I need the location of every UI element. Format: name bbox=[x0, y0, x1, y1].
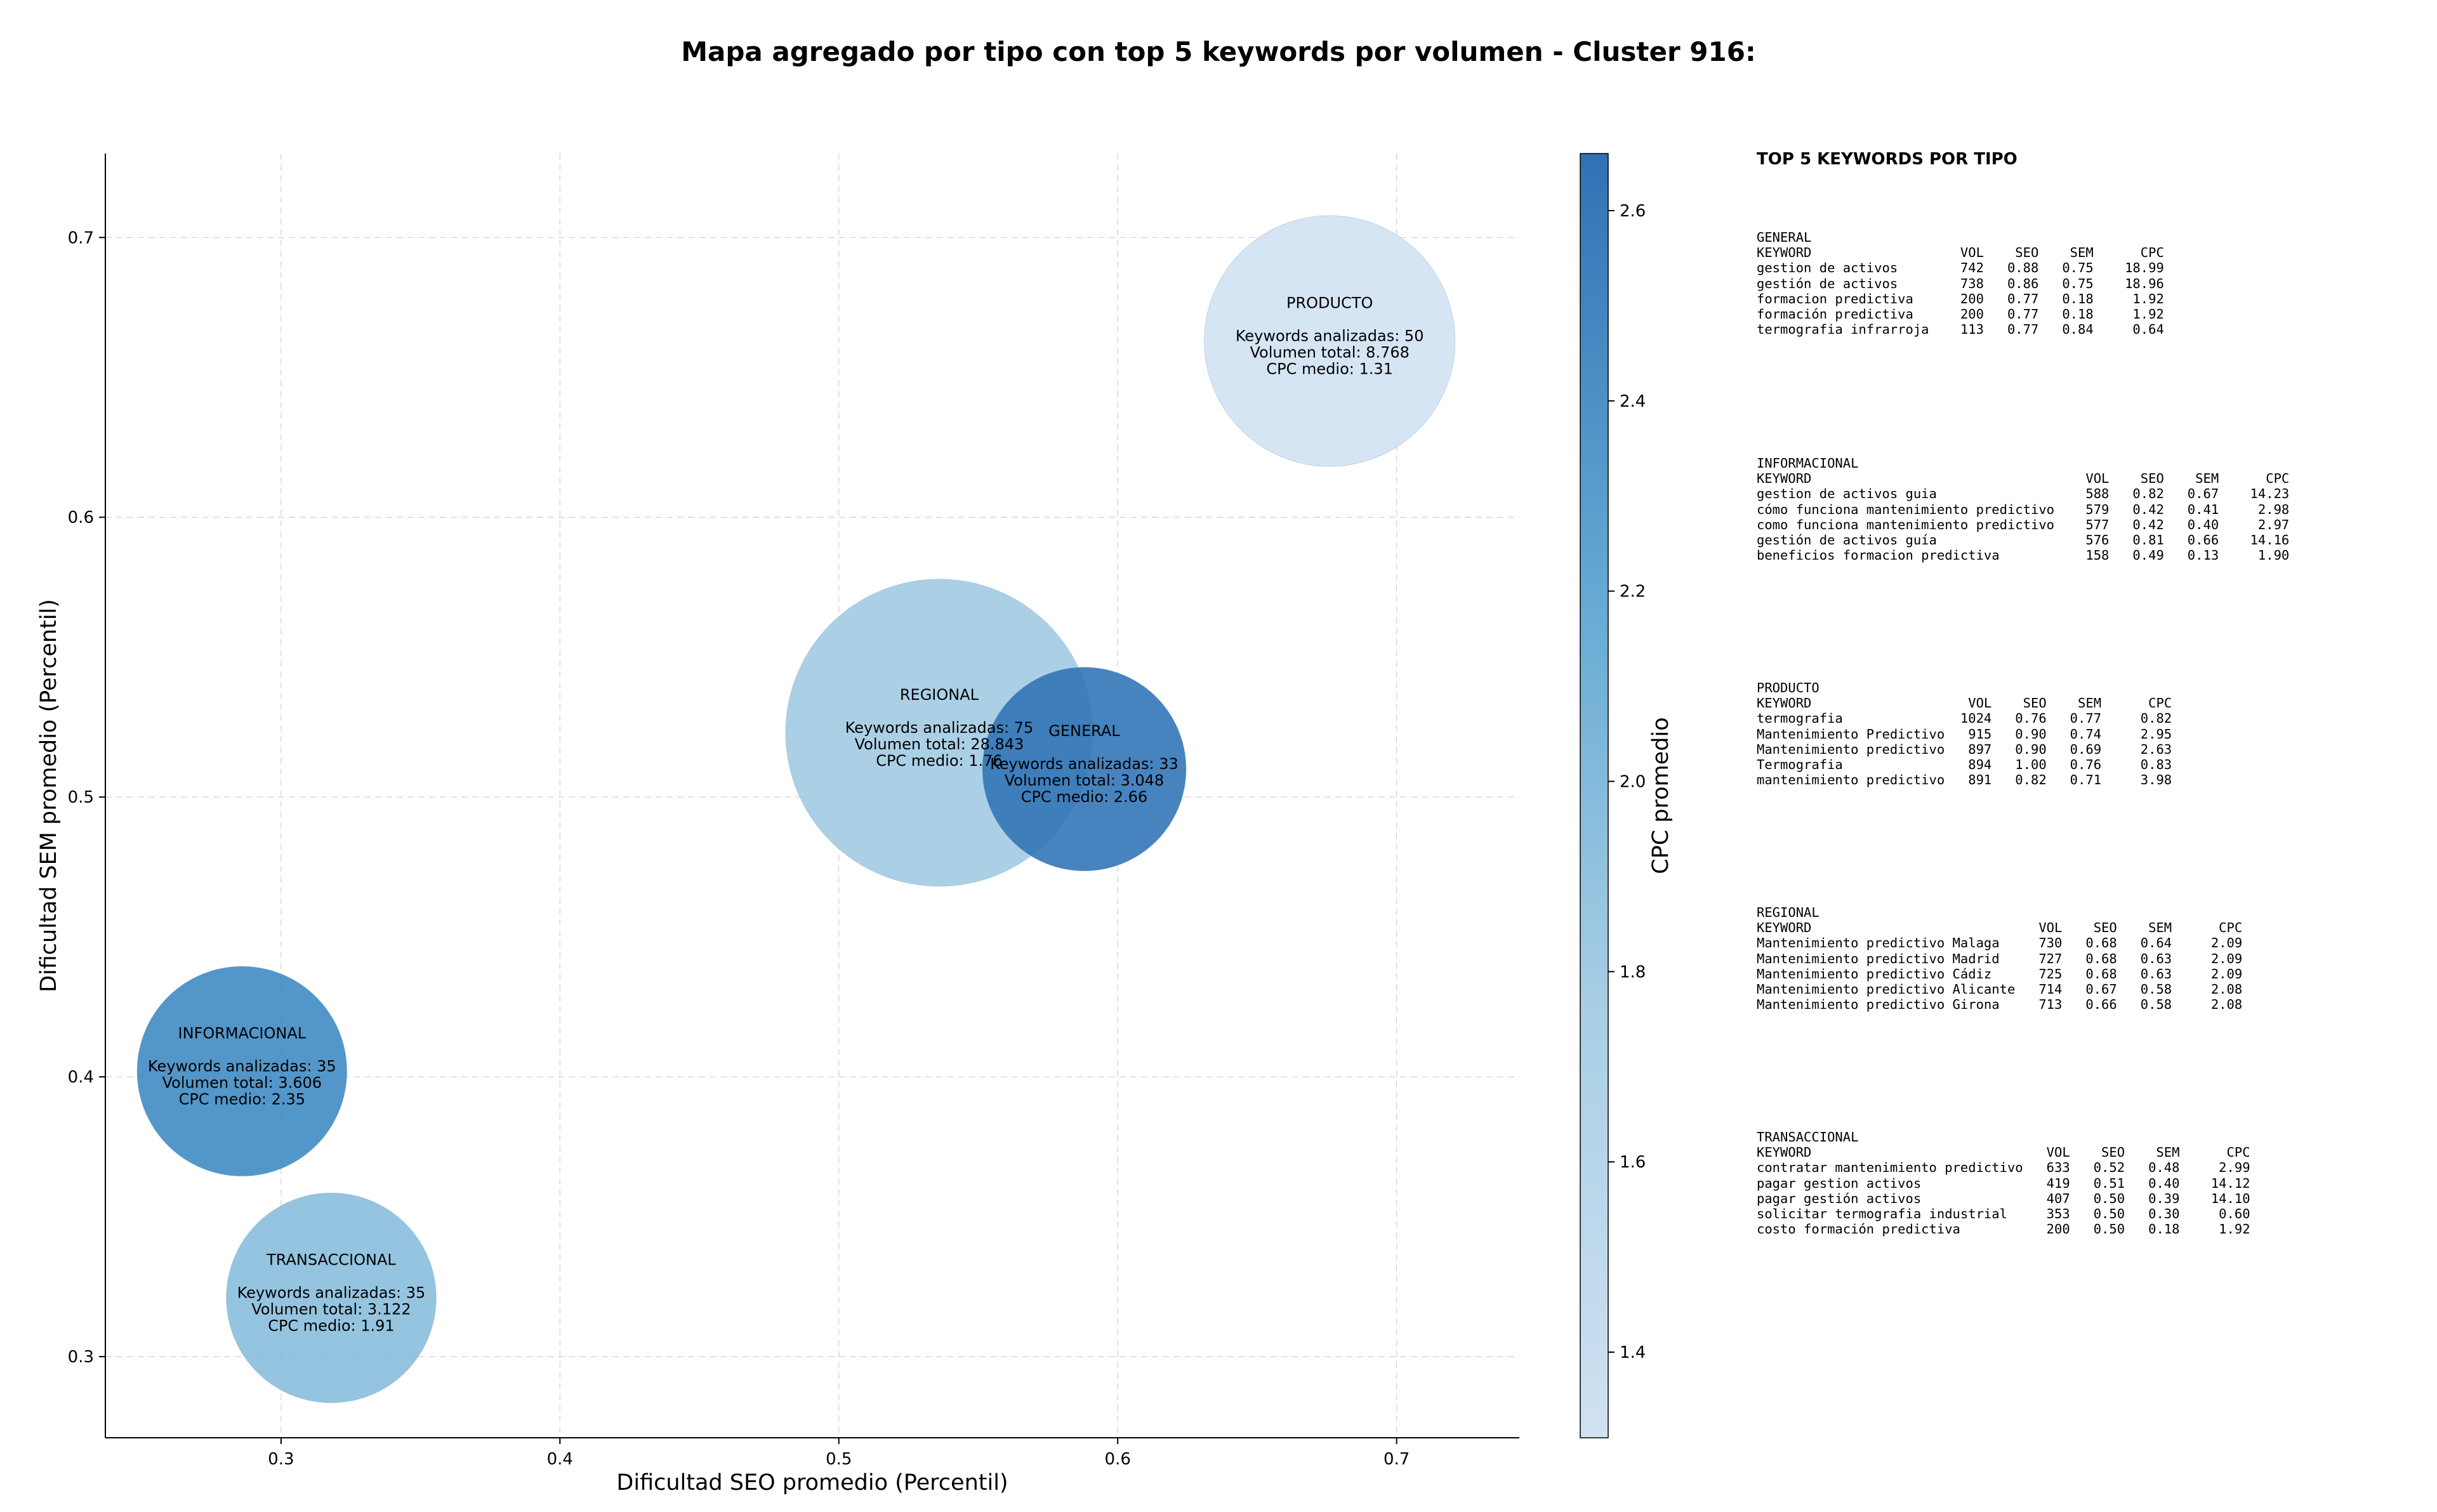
x-tick-label: 0.3 bbox=[268, 1450, 294, 1469]
colorbar-tick-label: 2.6 bbox=[1620, 202, 1646, 221]
bubble-stat-label: Keywords analizadas: 35 bbox=[148, 1057, 336, 1075]
x-tick-label: 0.7 bbox=[1384, 1450, 1410, 1469]
colorbar-tick-label: 2.2 bbox=[1620, 582, 1646, 602]
ticks: 0.3 0.4 0.5 0.6 0.7 0.3 0.4 0.5 0.6 0.7 bbox=[68, 228, 1410, 1469]
keyword-section-title: TRANSACCIONAL bbox=[1757, 1129, 1859, 1145]
y-tick-label: 0.6 bbox=[68, 508, 94, 527]
bubble-stat-label: Keywords analizadas: 35 bbox=[237, 1284, 426, 1302]
bubble-stat-label: CPC medio: 2.66 bbox=[1021, 788, 1148, 806]
x-tick-label: 0.4 bbox=[547, 1450, 573, 1469]
keyword-table: KEYWORD VOL SEO SEM CPC Mantenimiento pr… bbox=[1757, 920, 2243, 1013]
bubble-stat-label: Volumen total: 8.768 bbox=[1250, 343, 1409, 361]
keyword-section-producto: PRODUCTO KEYWORD VOL SEO SEM CPC termogr… bbox=[1757, 680, 2172, 787]
keywords-panel-heading: TOP 5 KEYWORDS POR TIPO bbox=[1757, 150, 2018, 169]
keyword-section-title: INFORMACIONAL bbox=[1757, 456, 1859, 471]
bubble-stat-label: Volumen total: 28.843 bbox=[855, 735, 1024, 753]
colorbar: 1.4 1.6 1.8 2.0 2.2 2.4 2.6 CPC promedio bbox=[1580, 153, 1674, 1438]
bubble-stat-label: CPC medio: 1.76 bbox=[876, 752, 1003, 770]
bubble-name-label: TRANSACCIONAL bbox=[266, 1251, 396, 1269]
bubble-name-label: PRODUCTO bbox=[1286, 294, 1373, 312]
y-tick-label: 0.7 bbox=[68, 228, 94, 247]
keyword-table: KEYWORD VOL SEO SEM CPC contratar manten… bbox=[1757, 1145, 2250, 1237]
x-tick-label: 0.6 bbox=[1105, 1450, 1131, 1469]
axes bbox=[105, 154, 1519, 1438]
bubble-stat-label: Keywords analizadas: 33 bbox=[990, 755, 1179, 773]
bubble-name-label: INFORMACIONAL bbox=[178, 1024, 307, 1042]
bubble-stat-label: Volumen total: 3.606 bbox=[162, 1074, 322, 1091]
bubble-stat-label: CPC medio: 2.35 bbox=[179, 1090, 306, 1108]
chart-title: Mapa agregado por tipo con top 5 keyword… bbox=[681, 36, 1756, 67]
keywords-panel: TOP 5 KEYWORDS POR TIPO GENERAL KEYWORD … bbox=[1757, 150, 2429, 1237]
y-tick-label: 0.3 bbox=[68, 1348, 94, 1367]
keyword-table: KEYWORD VOL SEO SEM CPC gestion de activ… bbox=[1757, 471, 2290, 563]
keyword-section-title: PRODUCTO bbox=[1757, 680, 1819, 695]
keyword-section-transaccional: TRANSACCIONAL KEYWORD VOL SEO SEM CPC co… bbox=[1757, 1129, 2250, 1237]
bubble-name-label: GENERAL bbox=[1048, 722, 1120, 740]
bubble-stat-label: CPC medio: 1.31 bbox=[1266, 360, 1393, 378]
bubble-layer bbox=[136, 215, 1456, 1404]
keyword-section-title: GENERAL bbox=[1757, 230, 1812, 245]
x-axis-label: Dificultad SEO promedio (Percentil) bbox=[616, 1470, 1008, 1496]
keyword-section-general: GENERAL KEYWORD VOL SEO SEM CPC gestion … bbox=[1757, 230, 2164, 337]
bubble-stat-label: Keywords analizadas: 50 bbox=[1236, 327, 1424, 345]
x-tick-label: 0.5 bbox=[826, 1450, 852, 1469]
colorbar-tick-label: 1.4 bbox=[1620, 1343, 1646, 1362]
keyword-table: KEYWORD VOL SEO SEM CPC gestion de activ… bbox=[1757, 245, 2164, 338]
keyword-section-title: REGIONAL bbox=[1757, 905, 1819, 920]
bubble-stat-label: Keywords analizadas: 75 bbox=[845, 719, 1034, 737]
bubble-general bbox=[982, 667, 1187, 872]
y-tick-label: 0.5 bbox=[68, 788, 94, 807]
colorbar-gradient bbox=[1580, 153, 1609, 1438]
colorbar-tick-label: 1.8 bbox=[1620, 963, 1646, 982]
keyword-table: KEYWORD VOL SEO SEM CPC termografia 1024… bbox=[1757, 695, 2172, 788]
colorbar-tick-label: 2.4 bbox=[1620, 392, 1646, 411]
keyword-section-informacional: INFORMACIONAL KEYWORD VOL SEO SEM CPC ge… bbox=[1757, 456, 2289, 563]
bubble-transaccional bbox=[226, 1192, 437, 1404]
keyword-section-regional: REGIONAL KEYWORD VOL SEO SEM CPC Manteni… bbox=[1757, 905, 2242, 1012]
colorbar-label: CPC promedio bbox=[1648, 717, 1674, 874]
bubble-name-label: REGIONAL bbox=[900, 686, 979, 704]
bubble-producto bbox=[1204, 215, 1456, 467]
colorbar-tick-label: 1.6 bbox=[1620, 1153, 1646, 1172]
bubble-informacional bbox=[136, 966, 348, 1177]
y-axis-label: Dificultad SEM promedio (Percentil) bbox=[36, 599, 62, 992]
y-tick-label: 0.4 bbox=[68, 1068, 94, 1087]
bubble-stat-label: Volumen total: 3.048 bbox=[1005, 772, 1164, 789]
bubble-stat-label: CPC medio: 1.91 bbox=[268, 1317, 395, 1335]
colorbar-tick-label: 2.0 bbox=[1620, 773, 1646, 792]
colorbar-ticks: 1.4 1.6 1.8 2.0 2.2 2.4 2.6 bbox=[1608, 202, 1646, 1362]
bubble-stat-label: Volumen total: 3.122 bbox=[251, 1301, 411, 1318]
